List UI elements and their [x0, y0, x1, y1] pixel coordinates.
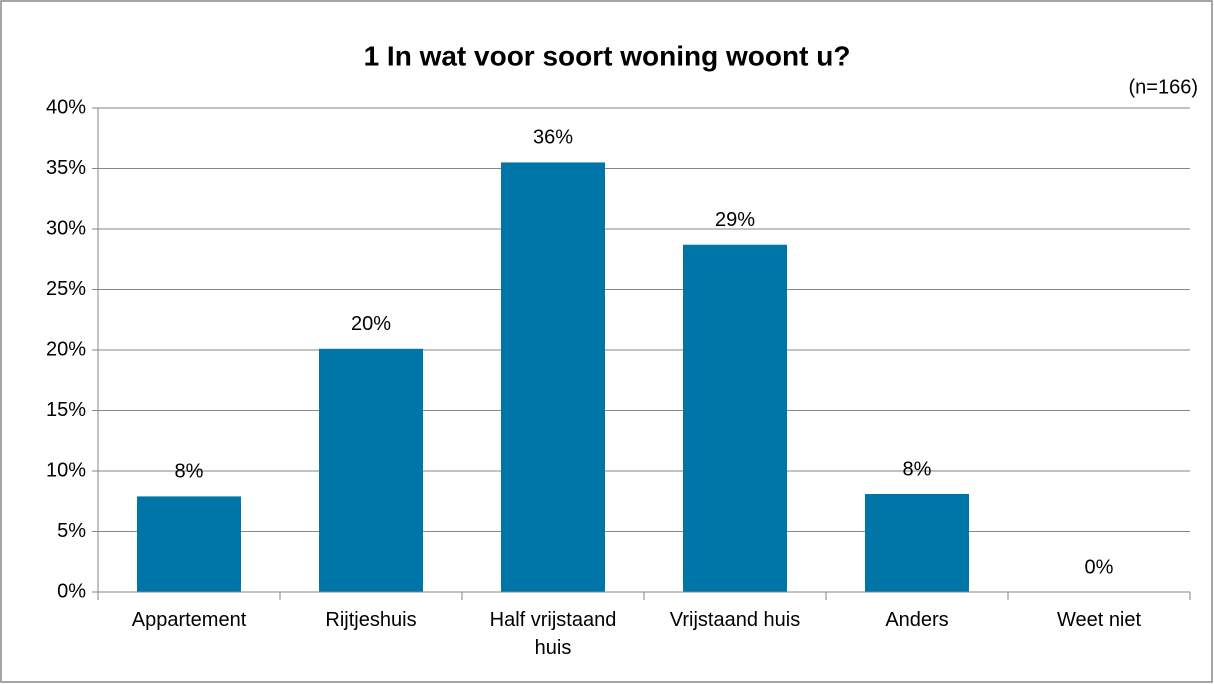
y-tick-label: 0% [57, 580, 86, 602]
x-tick-label: Vrijstaand huis [669, 609, 801, 631]
y-tick-label: 15% [46, 399, 86, 421]
data-label: 36% [533, 127, 573, 149]
bar [501, 162, 605, 592]
y-tick-label: 10% [46, 459, 86, 481]
data-label: 8% [903, 458, 932, 480]
data-label: 0% [1085, 556, 1114, 578]
y-tick-label: 25% [46, 278, 86, 300]
x-tick-label: Rijtjeshuis [325, 609, 417, 631]
x-tick-label: Anders [885, 609, 949, 631]
data-label: 8% [175, 461, 204, 483]
data-label: 20% [351, 313, 391, 335]
x-tick-label: Appartement [131, 609, 247, 631]
bar [865, 493, 969, 592]
y-tick-label: 40% [46, 96, 86, 118]
bar [683, 244, 787, 593]
data-label: 29% [715, 209, 755, 231]
y-tick-label: 20% [46, 338, 86, 360]
annotation: (n=166) [1129, 76, 1199, 98]
x-tick-label: Half vrijstaand huis [489, 609, 617, 659]
chart-title: 1 In wat voor soort woning woont u? [364, 40, 851, 71]
y-tick-label: 5% [57, 520, 86, 542]
y-tick-label: 35% [46, 157, 86, 179]
bar [319, 348, 423, 592]
y-tick-label: 30% [46, 217, 86, 239]
x-tick-label: Weet niet [1056, 609, 1142, 631]
bar [137, 496, 241, 592]
